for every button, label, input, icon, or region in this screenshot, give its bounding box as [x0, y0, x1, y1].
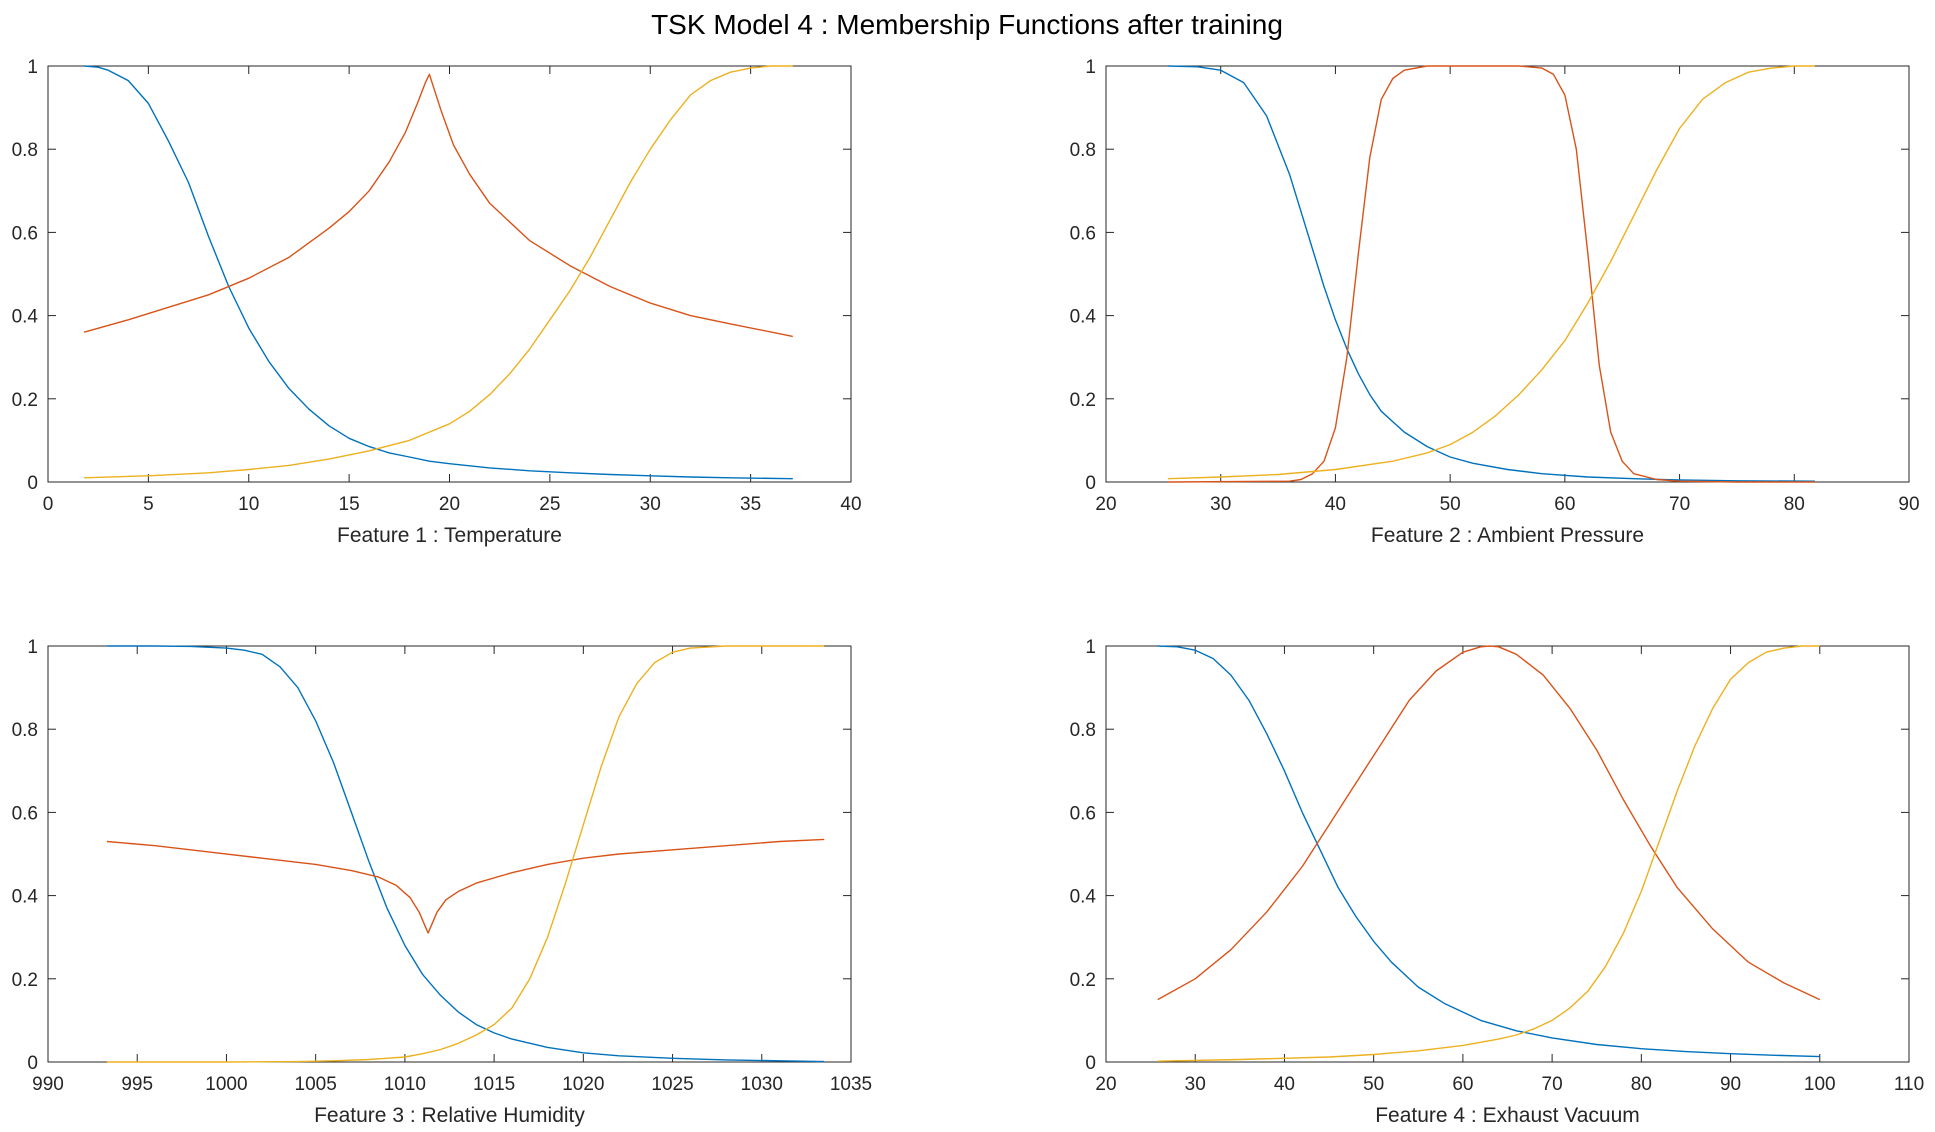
- y-tick-label: 0.4: [12, 887, 39, 908]
- membership-curve-1: [84, 65, 793, 480]
- x-tick-label: 35: [740, 494, 761, 515]
- x-tick-label: 110: [1894, 1074, 1924, 1095]
- x-tick-label: 20: [439, 494, 460, 515]
- x-tick-label: 40: [1274, 1074, 1295, 1095]
- y-tick-label: 0: [27, 1053, 38, 1074]
- y-tick-label: 1: [27, 57, 38, 78]
- x-tick-label: 100: [1804, 1074, 1836, 1095]
- x-tick-label: 1000: [205, 1074, 247, 1095]
- y-tick-label: 0: [1085, 473, 1096, 494]
- x-tick-label: 80: [1631, 1074, 1652, 1095]
- subplot-3: 990 995 1000 1005 1010 1015 1020 1025 1030 1035 0 0…: [12, 637, 873, 1127]
- y-tick-label: 0.8: [12, 720, 38, 741]
- y-tick-label: 1: [1085, 57, 1096, 78]
- x-tick-label: 30: [640, 494, 661, 515]
- x-tick-label: 50: [1440, 494, 1461, 515]
- x-tick-label: 20: [1095, 1074, 1116, 1095]
- membership-curve-1: [1167, 65, 1815, 482]
- x-axis-label: Feature 3 : Relative Humidity: [314, 1104, 585, 1127]
- membership-curve-1: [1157, 645, 1820, 1058]
- membership-curve-2: [106, 838, 825, 934]
- membership-curve-3: [84, 65, 793, 479]
- x-tick-label: 30: [1185, 1074, 1206, 1095]
- y-tick-label: 0.2: [12, 970, 38, 991]
- x-tick-label: 0: [43, 494, 54, 515]
- y-tick-label: 0.4: [12, 307, 39, 328]
- y-tick-label: 0: [1085, 1053, 1096, 1074]
- x-tick-label: 90: [1898, 494, 1919, 515]
- x-tick-label: 30: [1210, 494, 1231, 515]
- x-tick-label: 995: [121, 1074, 153, 1095]
- x-tick-label: 60: [1554, 494, 1575, 515]
- membership-curve-2: [1157, 645, 1821, 1001]
- x-tick-label: 15: [339, 494, 360, 515]
- y-tick-label: 0.2: [1070, 970, 1096, 991]
- axes-frame: [47, 65, 852, 483]
- y-tick-label: 1: [1085, 637, 1096, 658]
- y-tick-label: 0.4: [1070, 887, 1097, 908]
- x-tick-label: 990: [32, 1074, 64, 1095]
- y-tick-label: 1: [27, 637, 38, 658]
- y-tick-label: 0.8: [1070, 720, 1096, 741]
- y-tick-label: 0.8: [12, 140, 38, 161]
- y-tick-label: 0.2: [12, 390, 38, 411]
- x-tick-label: 40: [1325, 494, 1346, 515]
- x-tick-label: 1010: [384, 1074, 426, 1095]
- y-tick-label: 0.6: [1070, 803, 1096, 824]
- subplot-4: 20 30 40 50 60 70 80 90 100 110 0 0.2 0.4 0.6 0.8 1 Feat…: [1070, 637, 1925, 1127]
- y-tick-label: 0.2: [1070, 390, 1096, 411]
- y-tick-label: 0.6: [1070, 223, 1096, 244]
- x-tick-label: 80: [1784, 494, 1805, 515]
- x-axis-label: Feature 4 : Exhaust Vacuum: [1375, 1104, 1640, 1127]
- x-tick-label: 40: [840, 494, 861, 515]
- x-tick-label: 50: [1363, 1074, 1384, 1095]
- y-tick-label: 0.6: [12, 803, 38, 824]
- x-tick-label: 20: [1095, 494, 1116, 515]
- x-tick-label: 5: [143, 494, 154, 515]
- axes-frame: [1105, 65, 1910, 483]
- y-tick-label: 0.6: [12, 223, 38, 244]
- subplot-2: 20 30 40 50 60 70 80 90 0 0.2 0.4 0.6 0.8 1 Feature 2 …: [1070, 57, 1920, 547]
- x-tick-label: 1020: [562, 1074, 604, 1095]
- x-tick-label: 1025: [651, 1074, 693, 1095]
- x-tick-label: 1005: [295, 1074, 337, 1095]
- membership-curve-3: [1157, 645, 1820, 1062]
- figure-title: TSK Model 4 : Membership Functions after…: [651, 9, 1283, 40]
- x-tick-label: 90: [1720, 1074, 1741, 1095]
- membership-curve-1: [106, 645, 825, 1063]
- subplot-1: 0 5 10 15 20 25 30 35 40 0 0.2 0.4 0.6 0.8 1 Feature 1 …: [12, 57, 862, 547]
- membership-curve-3: [1167, 65, 1815, 480]
- x-axis-label: Feature 1 : Temperature: [337, 524, 562, 547]
- x-tick-label: 1015: [473, 1074, 515, 1095]
- axes-frame: [47, 645, 852, 1063]
- y-tick-label: 0.4: [1070, 307, 1097, 328]
- x-axis-label: Feature 2 : Ambient Pressure: [1371, 524, 1644, 547]
- x-tick-label: 25: [539, 494, 560, 515]
- y-tick-label: 0: [27, 473, 38, 494]
- membership-curve-3: [106, 645, 825, 1063]
- membership-curve-2: [83, 73, 793, 338]
- membership-curve-2: [1167, 65, 1815, 483]
- y-tick-label: 0.8: [1070, 140, 1096, 161]
- axes-frame: [1105, 645, 1910, 1063]
- x-tick-label: 10: [238, 494, 259, 515]
- x-tick-label: 1035: [830, 1074, 872, 1095]
- x-tick-label: 1030: [741, 1074, 783, 1095]
- x-tick-label: 70: [1542, 1074, 1563, 1095]
- x-tick-label: 60: [1452, 1074, 1473, 1095]
- x-tick-label: 70: [1669, 494, 1690, 515]
